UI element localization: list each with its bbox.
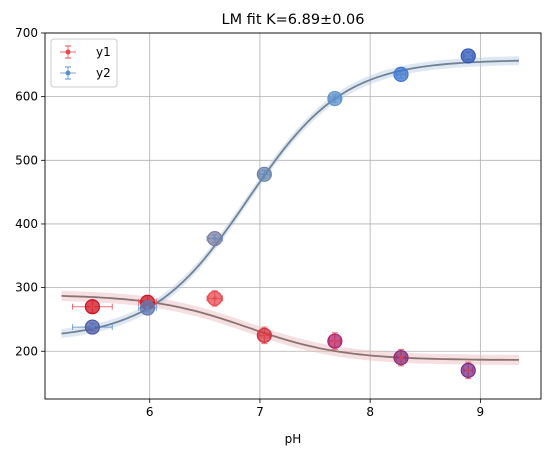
data-point-center-y1 xyxy=(332,339,337,344)
legend-swatch-marker xyxy=(65,49,71,55)
data-point-center-y1 xyxy=(212,296,217,301)
data-markers xyxy=(84,48,476,378)
legend: y1 y2 xyxy=(50,38,118,88)
chart-title: LM fit K=6.89±0.06 xyxy=(221,12,364,28)
x-axis-label: pH xyxy=(285,432,302,446)
plot-frame xyxy=(44,32,542,400)
x-tick-label: 6 xyxy=(146,405,154,419)
data-point-center-y2 xyxy=(262,172,267,177)
legend-swatch-marker xyxy=(65,70,71,76)
data-point-center-y2 xyxy=(399,72,404,77)
confidence-band-y1 xyxy=(61,290,519,365)
data-point-center-y1 xyxy=(90,304,95,309)
y-tick-label: 600 xyxy=(15,90,38,104)
x-axis-ticks: 6 7 8 9 xyxy=(146,399,484,419)
data-point-center-y2 xyxy=(466,53,471,58)
data-point-center-y1 xyxy=(262,333,267,338)
y-tick-label: 400 xyxy=(15,217,38,231)
x-tick-label: 9 xyxy=(477,405,485,419)
confidence-bands xyxy=(61,56,519,365)
legend-label-y1: y1 xyxy=(96,45,111,59)
y-tick-label: 200 xyxy=(15,344,38,358)
fit-line-y2 xyxy=(61,59,520,335)
data-point-center-y1 xyxy=(466,368,471,373)
data-point-center-y2 xyxy=(145,305,150,310)
data-point-center-y1 xyxy=(399,355,404,360)
legend-label-y2: y2 xyxy=(96,66,111,80)
fit-lines xyxy=(61,59,520,361)
fit-line-y1 xyxy=(61,295,519,361)
x-tick-label: 7 xyxy=(256,405,264,419)
data-point-center-y2 xyxy=(332,96,337,101)
error-bars xyxy=(72,51,474,380)
data-point-center-y2 xyxy=(90,325,95,330)
y-tick-label: 300 xyxy=(15,281,38,295)
data-point-center-y2 xyxy=(212,236,217,241)
x-tick-label: 8 xyxy=(366,405,374,419)
y-axis-ticks: 200 300 400 500 600 700 xyxy=(15,26,45,358)
y-tick-label: 700 xyxy=(15,26,38,40)
y-tick-label: 500 xyxy=(15,153,38,167)
